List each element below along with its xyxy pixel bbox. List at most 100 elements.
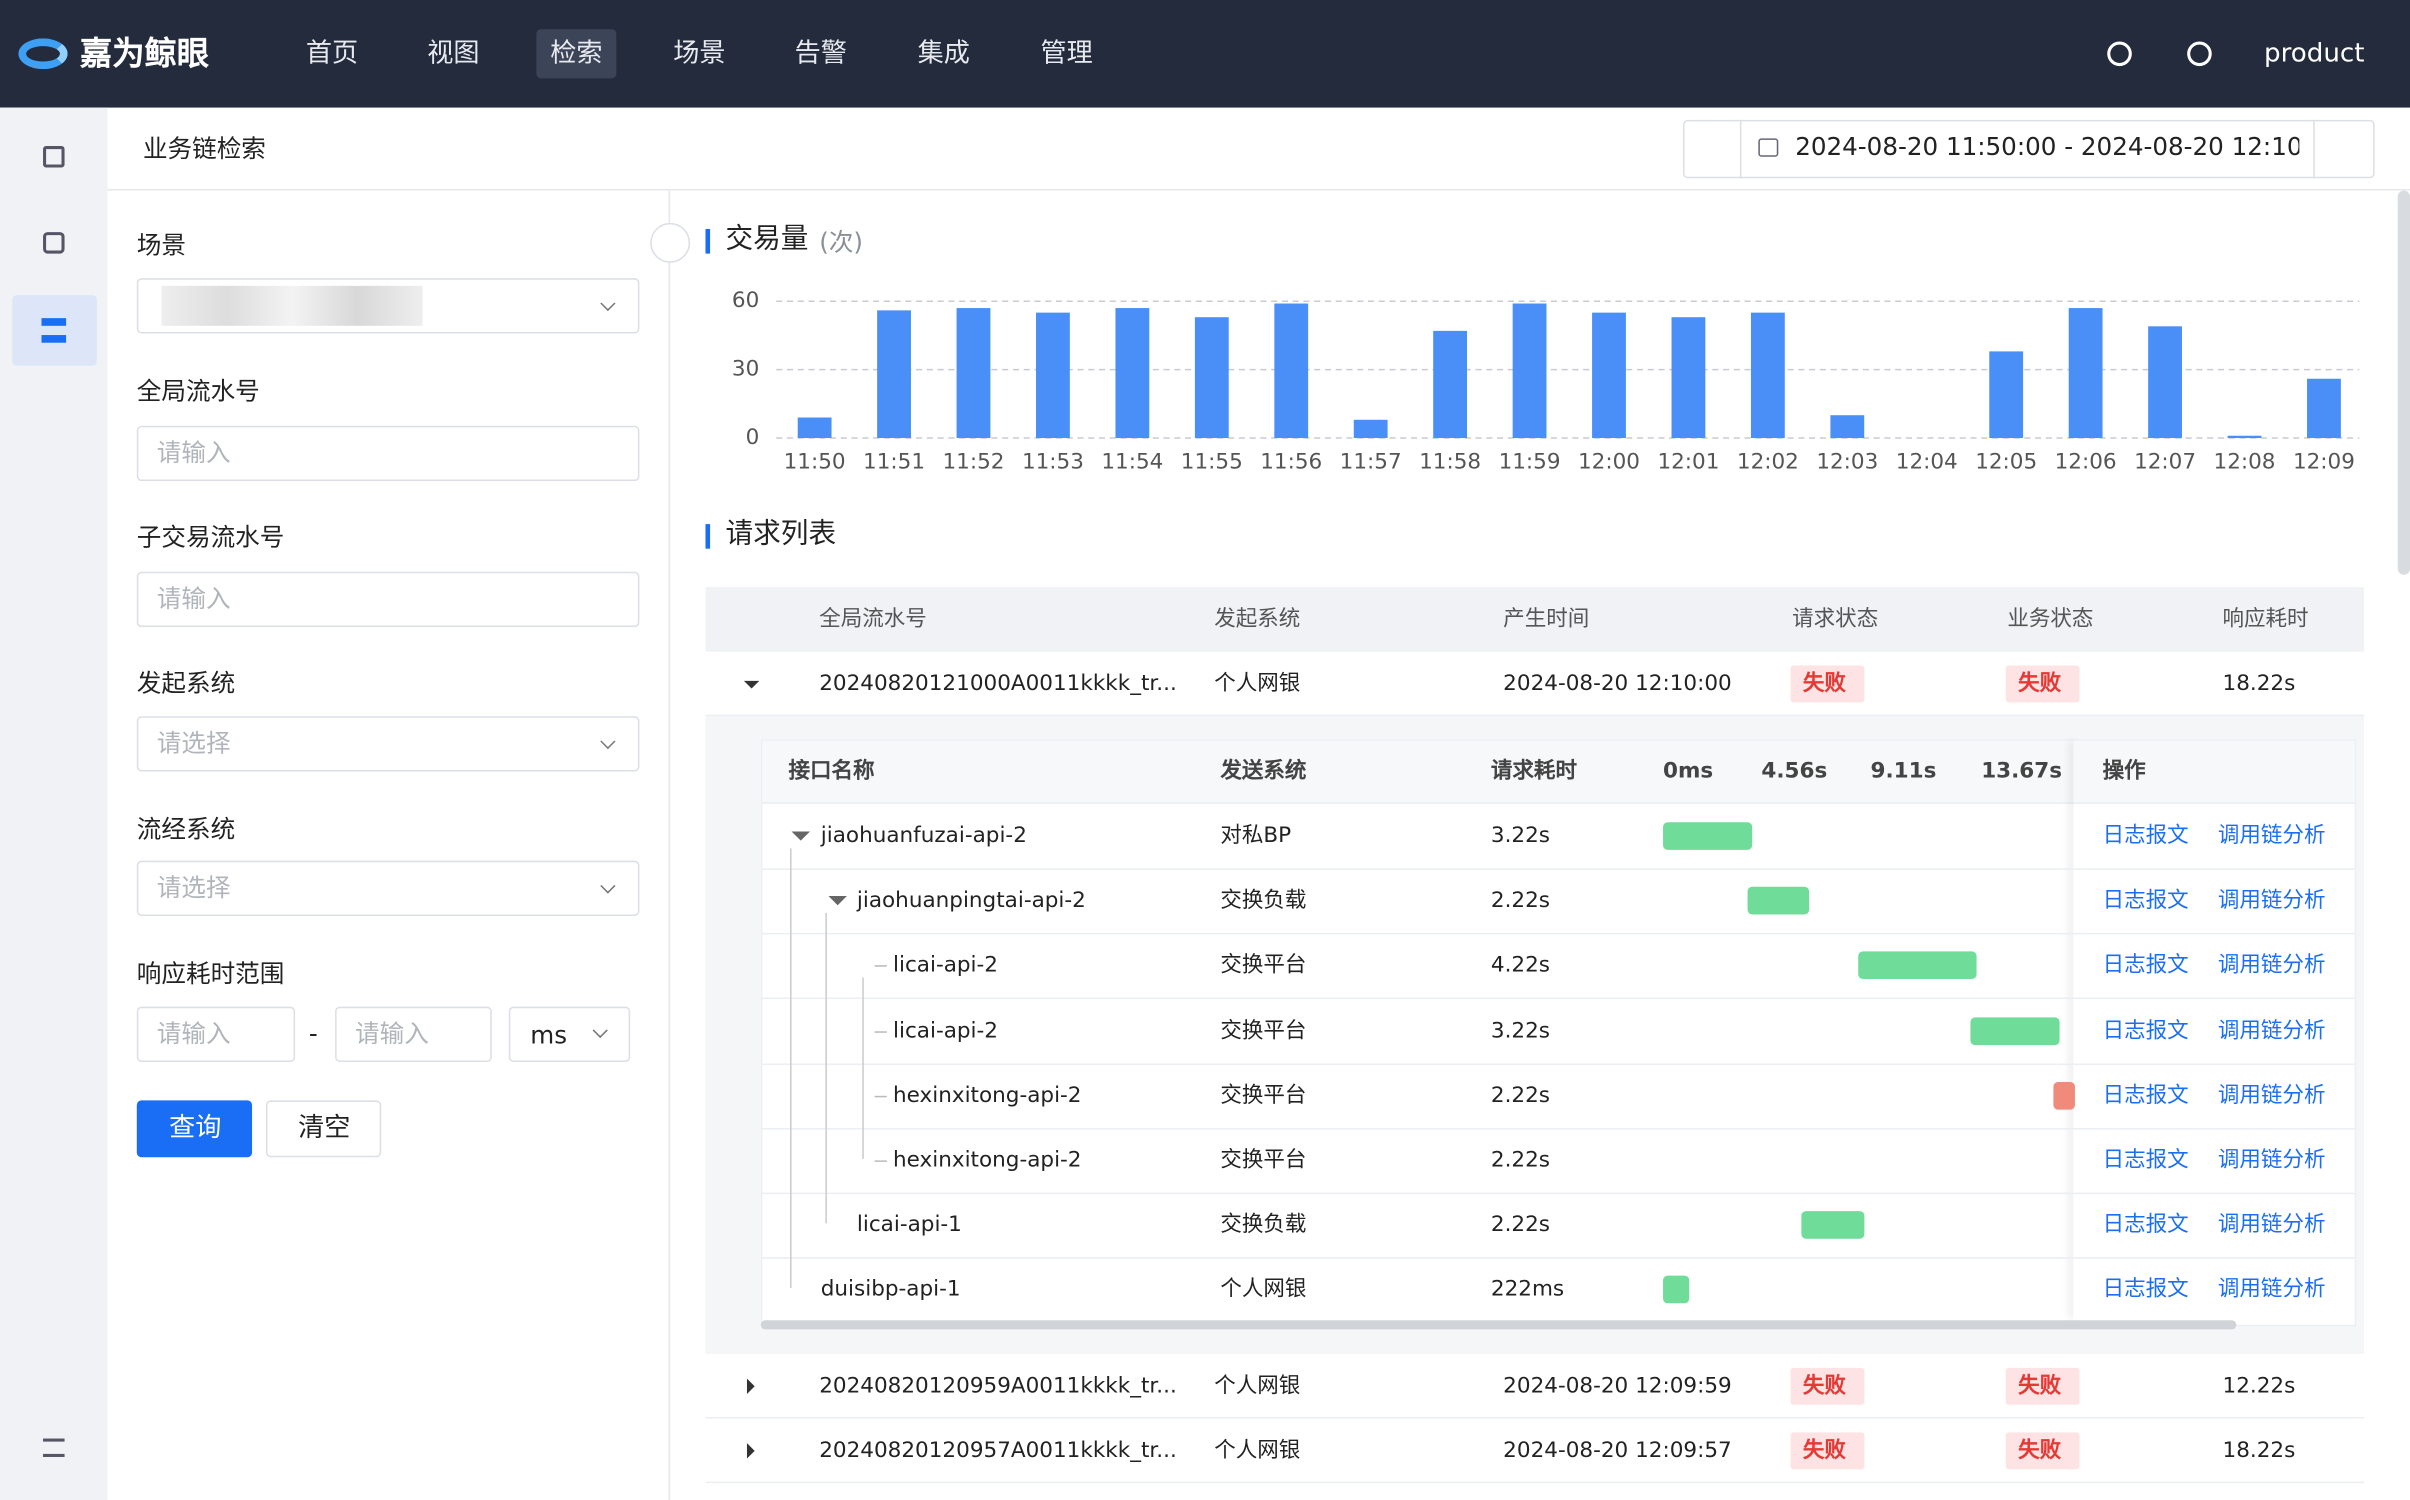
- settings-icon[interactable]: [2107, 41, 2132, 67]
- cell: 个人网银: [1214, 1438, 1301, 1464]
- row-border: [762, 998, 2355, 1000]
- status-text: 失败: [1802, 1438, 1846, 1464]
- row-border: [705, 714, 2364, 717]
- detail-cell: licai-api-1: [856, 1212, 962, 1238]
- expand-toggle[interactable]: [746, 1378, 762, 1394]
- help-icon[interactable]: [2187, 41, 2212, 67]
- brand: 嘉为鲸眼: [79, 35, 210, 73]
- filter-input[interactable]: [136, 860, 640, 916]
- x-tick-label: 12:02: [1737, 450, 1799, 475]
- x-tick-label: 11:58: [1419, 450, 1481, 475]
- nav-item[interactable]: 场景: [673, 38, 726, 70]
- calendar-icon: [1758, 138, 1779, 157]
- action-link[interactable]: 日志报文: [2102, 888, 2189, 914]
- table-header: 产生时间: [1503, 607, 1590, 632]
- detail-cell: 2.22s: [1490, 1212, 1551, 1238]
- action-link[interactable]: 日志报文: [2102, 1148, 2189, 1173]
- table-header-bg: [705, 587, 2364, 652]
- filter-input[interactable]: [136, 425, 640, 482]
- query-label[interactable]: 查询: [169, 1112, 222, 1144]
- action-link[interactable]: 调用链分析: [2217, 1148, 2326, 1173]
- section-marker: [705, 524, 711, 549]
- detail-header: 请求耗时: [1490, 759, 1577, 784]
- bar: [2227, 435, 2262, 439]
- row-border: [762, 868, 2355, 870]
- detail-cell: hexinxitong-api-2: [892, 1083, 1082, 1108]
- rail-icon[interactable]: [41, 318, 67, 343]
- cell: 个人网银: [1214, 1373, 1301, 1399]
- nav-item[interactable]: 检索: [550, 38, 603, 70]
- bar: [1830, 415, 1865, 439]
- time-next[interactable]: [2313, 119, 2374, 179]
- gantt-bar: [1663, 1276, 1690, 1304]
- action-link[interactable]: 调用链分析: [2217, 823, 2326, 849]
- expand-toggle[interactable]: [743, 680, 760, 696]
- detail-cell: 交换平台: [1220, 1148, 1307, 1173]
- nav-item[interactable]: 集成: [917, 38, 970, 70]
- range-input[interactable]: [335, 1006, 492, 1062]
- clear-label[interactable]: 清空: [298, 1112, 351, 1144]
- time-prev[interactable]: [1683, 119, 1742, 179]
- collapse-button[interactable]: [650, 222, 691, 263]
- h-scrollbar: [760, 1320, 2237, 1330]
- expand-toggle[interactable]: [746, 1443, 762, 1459]
- detail-cell: 2.22s: [1490, 1083, 1551, 1108]
- action-link[interactable]: 调用链分析: [2217, 953, 2326, 979]
- detail-cell: 交换负载: [1220, 888, 1307, 914]
- clear-button[interactable]: [265, 1100, 382, 1158]
- list-title: 请求列表: [725, 517, 837, 551]
- top-nav: [0, 0, 2410, 108]
- unit-select[interactable]: [508, 1006, 631, 1062]
- status-text: 失败: [2018, 671, 2062, 697]
- detail-header: 操作: [2102, 759, 2146, 784]
- action-link[interactable]: 调用链分析: [2217, 1277, 2326, 1303]
- action-link[interactable]: 调用链分析: [2217, 888, 2326, 914]
- status-tag: [1790, 1367, 1865, 1405]
- scrollbar: [2397, 190, 2410, 575]
- rail-collapse[interactable]: [43, 1438, 65, 1457]
- table-header: 发起系统: [1214, 607, 1301, 632]
- nav-item[interactable]: 首页: [305, 38, 359, 70]
- time-range[interactable]: 2024-08-20 11:50:00 - 2024-08-20 12:10:0…: [1795, 132, 2300, 162]
- nav-active[interactable]: [536, 29, 617, 79]
- action-link[interactable]: 调用链分析: [2217, 1212, 2326, 1238]
- action-link[interactable]: 调用链分析: [2217, 1018, 2326, 1043]
- status-text: 失败: [2018, 1438, 2062, 1464]
- nav-item[interactable]: 视图: [427, 38, 480, 70]
- nav-item[interactable]: 管理: [1040, 38, 1093, 70]
- filter-input[interactable]: [136, 571, 640, 628]
- logo-icon: [18, 38, 68, 70]
- tree-line: [874, 1030, 887, 1033]
- action-link[interactable]: 日志报文: [2102, 1018, 2189, 1043]
- user-menu[interactable]: product: [2264, 38, 2365, 70]
- filter-input[interactable]: [136, 278, 640, 334]
- range-input[interactable]: [136, 1006, 296, 1062]
- rail-icon[interactable]: [43, 146, 65, 168]
- rail-icon[interactable]: [43, 232, 65, 254]
- action-link[interactable]: 日志报文: [2102, 1277, 2189, 1303]
- action-link[interactable]: 日志报文: [2102, 1083, 2189, 1108]
- query-button[interactable]: [136, 1100, 253, 1158]
- x-tick-label: 12:05: [1975, 450, 2037, 475]
- chart-title: 交易量: [725, 222, 809, 256]
- action-link[interactable]: 日志报文: [2102, 823, 2189, 849]
- bar: [1194, 317, 1229, 439]
- time-range-box[interactable]: [1683, 119, 2375, 179]
- action-link[interactable]: 日志报文: [2102, 953, 2189, 979]
- rail-active[interactable]: [12, 295, 97, 366]
- x-tick-label: 11:51: [863, 450, 925, 475]
- action-link[interactable]: 调用链分析: [2217, 1083, 2326, 1108]
- cell: 20240820121000A0011kkkk_tr...: [819, 671, 1177, 697]
- row-border: [762, 1062, 2355, 1065]
- placeholder: 请输入: [156, 1018, 231, 1049]
- action-link[interactable]: 日志报文: [2102, 1212, 2189, 1238]
- timeline-label: 0ms: [1663, 759, 1714, 784]
- tree-toggle[interactable]: [827, 896, 847, 914]
- filter-input[interactable]: [136, 716, 640, 772]
- nav-item[interactable]: 告警: [794, 38, 847, 70]
- chart-unit: (次): [819, 227, 864, 257]
- gantt-bar: [1747, 887, 1810, 915]
- cell: 2024-08-20 12:09:57: [1503, 1438, 1732, 1464]
- gantt-bar: [1801, 1211, 1865, 1240]
- tree-toggle[interactable]: [791, 831, 810, 849]
